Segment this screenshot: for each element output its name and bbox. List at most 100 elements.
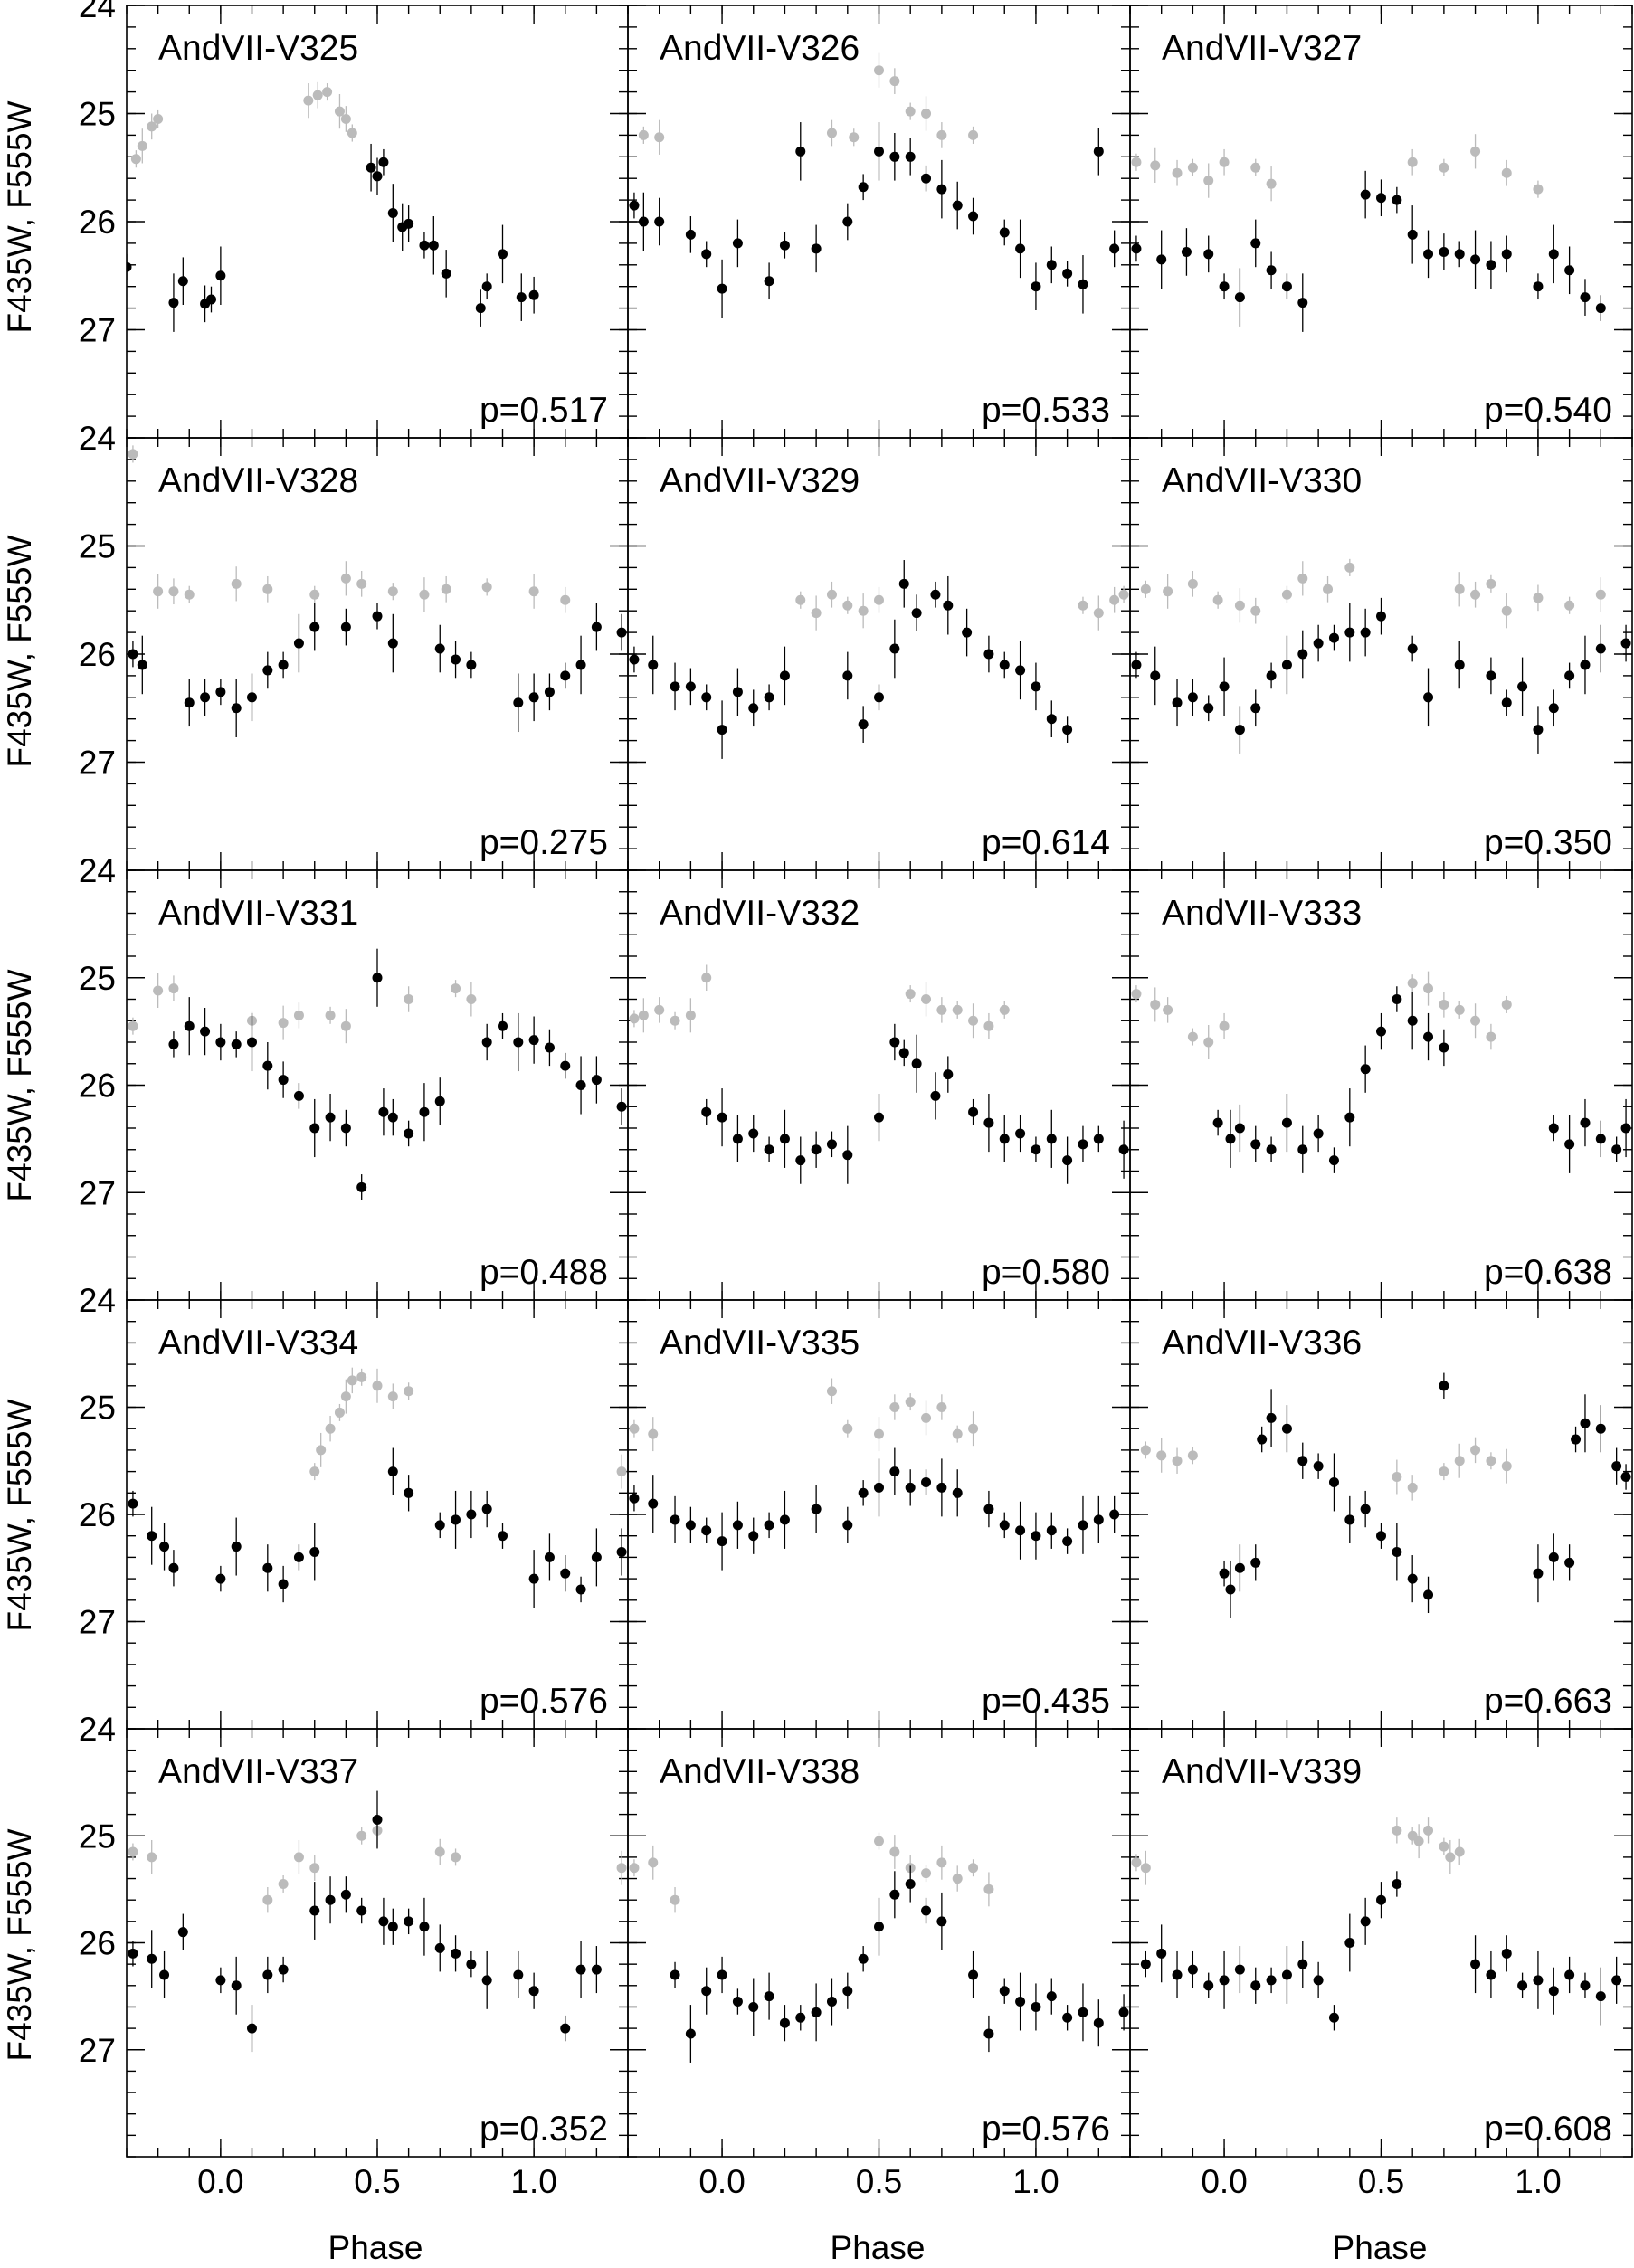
data-point	[441, 268, 451, 279]
data-point	[340, 1020, 351, 1031]
data-point	[936, 184, 947, 195]
period-label: p=0.275	[480, 823, 608, 862]
data-point	[717, 283, 727, 294]
data-point	[378, 1106, 389, 1117]
y-tick-label: 25	[79, 528, 116, 565]
data-point	[293, 1552, 304, 1562]
data-point	[1470, 1959, 1481, 1969]
data-point	[842, 1423, 853, 1434]
data-point	[968, 211, 979, 222]
data-layer	[1131, 1817, 1622, 2031]
data-point	[889, 1466, 900, 1477]
data-point	[1219, 1568, 1230, 1579]
period-label: p=0.614	[982, 823, 1110, 862]
data-point	[1297, 573, 1308, 584]
data-point	[544, 687, 555, 697]
data-point	[168, 1562, 179, 1573]
data-point	[842, 1150, 853, 1161]
panel-frame	[126, 5, 629, 439]
data-point	[1323, 584, 1334, 594]
data-point	[278, 1018, 289, 1029]
data-point	[1266, 1975, 1277, 1986]
data-point	[968, 129, 979, 140]
data-point	[1564, 600, 1575, 611]
x-tick-label: 0.0	[698, 2163, 745, 2200]
data-point	[127, 261, 132, 272]
data-point	[340, 1123, 351, 1134]
data-point	[404, 994, 414, 1004]
data-point	[1266, 1144, 1277, 1155]
data-point	[334, 106, 345, 117]
panel-frame	[1129, 1299, 1633, 1730]
y-tick-label: 26	[79, 636, 116, 673]
data-point	[1156, 1948, 1167, 1959]
star-name: AndVII-V336	[1162, 1324, 1362, 1362]
x-tick-label: 0.5	[856, 2163, 902, 2200]
data-point	[205, 294, 216, 305]
y-axis-title-row-4: F435W, F555W	[1, 1399, 38, 1631]
data-point	[1281, 1117, 1292, 1128]
period-label: p=0.576	[982, 2110, 1110, 2149]
data-point	[1595, 589, 1606, 600]
data-point	[1564, 1139, 1575, 1150]
data-point	[1313, 1461, 1324, 1472]
data-point	[1093, 1514, 1104, 1525]
data-point	[930, 1090, 941, 1101]
data-point	[372, 973, 383, 983]
data-point	[1281, 589, 1292, 600]
data-point	[1212, 1117, 1223, 1128]
data-point	[849, 132, 860, 143]
y-tick-label: 24	[79, 1282, 116, 1319]
data-point	[889, 1889, 900, 1900]
data-point	[1234, 725, 1245, 735]
data-point	[1093, 608, 1104, 619]
data-point	[1172, 167, 1183, 178]
data-layer	[127, 81, 539, 332]
data-point	[1225, 1134, 1236, 1144]
data-point	[1078, 279, 1088, 289]
data-point	[434, 1096, 445, 1106]
data-point	[874, 1922, 884, 1932]
data-point	[1015, 243, 1026, 254]
data-point	[889, 151, 900, 162]
data-point	[858, 1487, 869, 1498]
data-point	[670, 1894, 680, 1905]
data-point	[811, 1144, 822, 1155]
x-axis-title-col-3: Phase	[1333, 2229, 1428, 2266]
data-point	[1360, 1504, 1371, 1514]
data-point	[1150, 999, 1161, 1010]
panel-andvii-v328: AndVII-V328 p=0.275 24 25 26 27	[79, 420, 629, 871]
data-point	[1423, 983, 1434, 994]
data-point	[1376, 1531, 1386, 1542]
data-point	[1423, 1031, 1434, 1042]
data-point	[1225, 1584, 1236, 1595]
series-f435w	[1131, 134, 1544, 202]
panels-layer: AndVII-V325 p=0.517 24 25 26 27 AndVII-V326 p=0…	[79, 0, 1633, 2200]
data-point	[387, 207, 398, 218]
data-point	[1015, 1525, 1026, 1536]
data-point	[1533, 184, 1544, 195]
data-point	[231, 1039, 242, 1049]
x-axis-title-col-1: Phase	[328, 2229, 423, 2266]
data-point	[983, 1884, 994, 1894]
data-point	[1580, 1117, 1591, 1128]
data-point	[648, 1428, 659, 1439]
data-point	[717, 725, 727, 735]
star-name: AndVII-V334	[158, 1324, 358, 1362]
data-layer	[1131, 558, 1631, 754]
data-point	[1580, 1980, 1591, 1991]
panel-andvii-v325: AndVII-V325 p=0.517 24 25 26 27	[79, 0, 629, 439]
data-point	[340, 622, 351, 632]
data-point	[1172, 1969, 1183, 1980]
data-point	[498, 1020, 508, 1031]
data-point	[1313, 638, 1324, 649]
data-point	[356, 1905, 367, 1916]
y-tick-label: 24	[79, 1711, 116, 1748]
data-point	[356, 578, 367, 589]
data-point	[247, 1037, 257, 1048]
data-point	[1595, 303, 1606, 314]
data-point	[1203, 1980, 1214, 1991]
y-tick-label: 24	[79, 852, 116, 889]
data-point	[952, 1428, 963, 1439]
data-point	[1501, 1948, 1512, 1959]
